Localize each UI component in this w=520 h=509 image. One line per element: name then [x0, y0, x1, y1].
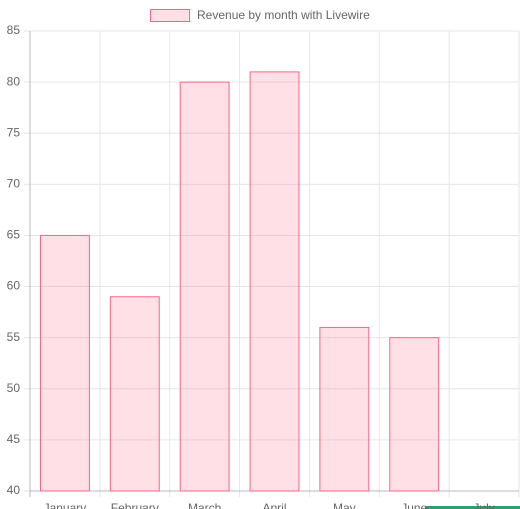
bar — [389, 337, 440, 492]
y-tick-label: 40 — [7, 483, 21, 497]
x-tick-label: February — [111, 501, 159, 509]
x-tick-label: June — [401, 501, 427, 509]
x-tick-label: May — [333, 501, 356, 509]
y-tick-label: 55 — [7, 330, 21, 344]
y-tick-label: 65 — [7, 228, 21, 242]
x-tick-label: January — [44, 501, 87, 509]
bar — [39, 234, 90, 492]
y-tick-label: 70 — [7, 177, 21, 191]
x-tick-label: April — [262, 501, 286, 509]
y-tick-label: 45 — [7, 432, 21, 446]
bar — [249, 71, 300, 492]
y-tick-label: 80 — [7, 74, 21, 88]
legend-swatch[interactable] — [150, 9, 190, 22]
bar — [109, 296, 160, 492]
legend-label[interactable]: Revenue by month with Livewire — [197, 8, 370, 22]
x-tick-label: July — [473, 501, 494, 509]
bar — [319, 326, 370, 492]
x-tick-label: March — [188, 501, 221, 509]
y-tick-label: 60 — [7, 279, 21, 293]
y-tick-label: 85 — [7, 23, 21, 37]
y-tick-label: 50 — [7, 381, 21, 395]
y-tick-label: 75 — [7, 125, 21, 139]
bar — [179, 81, 230, 492]
